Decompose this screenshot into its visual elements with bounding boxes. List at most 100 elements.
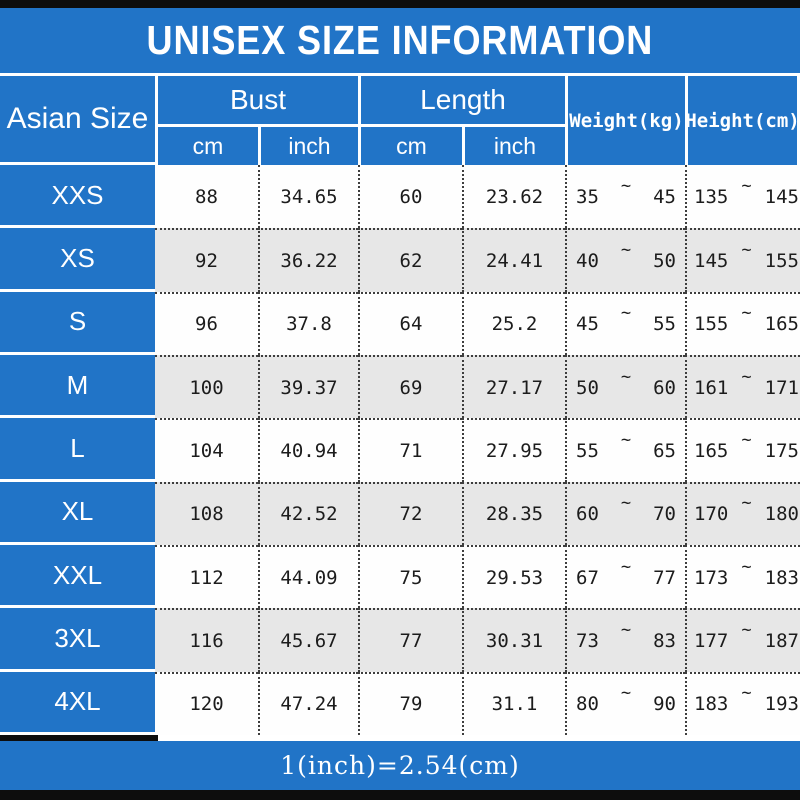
table-row-s: S 96 37.8 64 25.2 45 ~55 155 ~165 [0, 291, 800, 355]
weight-range: 35 ~45 [565, 165, 685, 229]
length-inch-value: 27.95 [462, 418, 565, 482]
header-bust-inch: inch [258, 127, 358, 165]
length-inch-value: 29.53 [462, 544, 565, 609]
tilde-icon: ~ [741, 619, 752, 640]
tilde-icon: ~ [620, 493, 632, 514]
header-bust-cm: cm [155, 127, 258, 165]
weight-range: 60 ~70 [565, 481, 685, 545]
header-bust: Bust [155, 76, 358, 127]
bust-inch-value: 45.67 [258, 608, 358, 672]
page-title: UNISEX SIZE INFORMATION [146, 17, 654, 63]
tilde-icon: ~ [620, 683, 632, 704]
size-label: M [0, 354, 155, 419]
tilde-icon: ~ [620, 239, 632, 260]
weight-min: 45 [576, 313, 599, 336]
tilde-icon: ~ [620, 619, 632, 640]
length-cm-value: 77 [358, 608, 462, 672]
height-max: 187 [764, 629, 799, 652]
bust-cm-value: 108 [155, 481, 258, 545]
height-min: 173 [694, 566, 729, 589]
weight-max: 83 [653, 629, 676, 652]
table-row-xs: XS 92 36.22 62 24.41 40 ~50 145 ~155 [0, 228, 800, 292]
weight-min: 73 [576, 629, 599, 652]
weight-range: 55 ~65 [565, 418, 685, 482]
weight-min: 67 [576, 566, 599, 589]
header-length-inch: inch [462, 127, 565, 165]
weight-range: 50 ~60 [565, 354, 685, 419]
height-range: 173 ~183 [685, 544, 800, 609]
size-label: 4XL [0, 671, 155, 735]
bust-cm-value: 120 [155, 671, 258, 735]
tilde-icon: ~ [620, 303, 632, 324]
table-row-xxl: XXL 112 44.09 75 29.53 67 ~77 173 ~183 [0, 544, 800, 609]
height-range: 183 ~193 [685, 671, 800, 735]
height-min: 165 [694, 439, 729, 462]
weight-min: 80 [576, 693, 599, 716]
height-max: 183 [764, 566, 799, 589]
height-range: 161 ~171 [685, 354, 800, 419]
bust-cm-value: 96 [155, 291, 258, 355]
header-length: Length [358, 76, 565, 127]
tilde-icon: ~ [741, 683, 752, 704]
height-range: 165 ~175 [685, 418, 800, 482]
height-max: 193 [764, 693, 799, 716]
conversion-note: 1(inch)=2.54(cm) [280, 751, 520, 780]
bust-inch-value: 47.24 [258, 671, 358, 735]
table-row-xxs: XXS 88 34.65 60 23.62 35 ~45 135 ~145 [0, 165, 800, 229]
weight-min: 60 [576, 503, 599, 526]
size-column-end-bar [0, 735, 158, 741]
table-row-m: M 100 39.37 69 27.17 50 ~60 161 ~171 [0, 354, 800, 419]
weight-max: 70 [653, 503, 676, 526]
weight-max: 90 [653, 693, 676, 716]
bust-cm-value: 100 [155, 354, 258, 419]
size-label: XS [0, 228, 155, 292]
header-weight: Weight(kg) [565, 76, 685, 165]
tilde-icon: ~ [741, 556, 752, 577]
tilde-icon: ~ [741, 366, 752, 387]
tilde-icon: ~ [620, 556, 632, 577]
height-range: 155 ~165 [685, 291, 800, 355]
bust-cm-value: 92 [155, 228, 258, 292]
bust-inch-value: 44.09 [258, 544, 358, 609]
height-min: 155 [694, 313, 729, 336]
height-range: 135 ~145 [685, 165, 800, 229]
height-max: 165 [764, 313, 799, 336]
length-inch-value: 31.1 [462, 671, 565, 735]
header-length-cm: cm [358, 127, 462, 165]
tilde-icon: ~ [620, 366, 632, 387]
tilde-icon: ~ [620, 429, 632, 450]
bust-inch-value: 37.8 [258, 291, 358, 355]
length-cm-value: 72 [358, 481, 462, 545]
header-asian-size: Asian Size [0, 76, 155, 165]
height-min: 145 [694, 249, 729, 272]
length-cm-value: 75 [358, 544, 462, 609]
length-inch-value: 30.31 [462, 608, 565, 672]
length-cm-value: 62 [358, 228, 462, 292]
size-label: 3XL [0, 608, 155, 672]
height-max: 175 [764, 439, 799, 462]
footer-band: 1(inch)=2.54(cm) [0, 741, 800, 790]
bust-inch-value: 42.52 [258, 481, 358, 545]
table-row-xl: XL 108 42.52 72 28.35 60 ~70 170 ~180 [0, 481, 800, 545]
bust-inch-value: 39.37 [258, 354, 358, 419]
weight-min: 50 [576, 376, 599, 399]
weight-range: 45 ~55 [565, 291, 685, 355]
length-inch-value: 27.17 [462, 354, 565, 419]
tilde-icon: ~ [741, 303, 752, 324]
size-label: XXL [0, 544, 155, 609]
weight-range: 80 ~90 [565, 671, 685, 735]
length-inch-value: 25.2 [462, 291, 565, 355]
table-header: Asian Size Bust cm inch Length cm inch W… [0, 76, 800, 165]
height-min: 170 [694, 503, 729, 526]
height-range: 177 ~187 [685, 608, 800, 672]
length-cm-value: 69 [358, 354, 462, 419]
length-inch-value: 28.35 [462, 481, 565, 545]
bust-cm-value: 88 [155, 165, 258, 229]
height-max: 180 [764, 503, 799, 526]
length-inch-value: 24.41 [462, 228, 565, 292]
table-row-4xl: 4XL 120 47.24 79 31.1 80 ~90 183 ~193 [0, 671, 800, 735]
length-inch-value: 23.62 [462, 165, 565, 229]
weight-range: 40 ~50 [565, 228, 685, 292]
table-row-3xl: 3XL 116 45.67 77 30.31 73 ~83 177 ~187 [0, 608, 800, 672]
